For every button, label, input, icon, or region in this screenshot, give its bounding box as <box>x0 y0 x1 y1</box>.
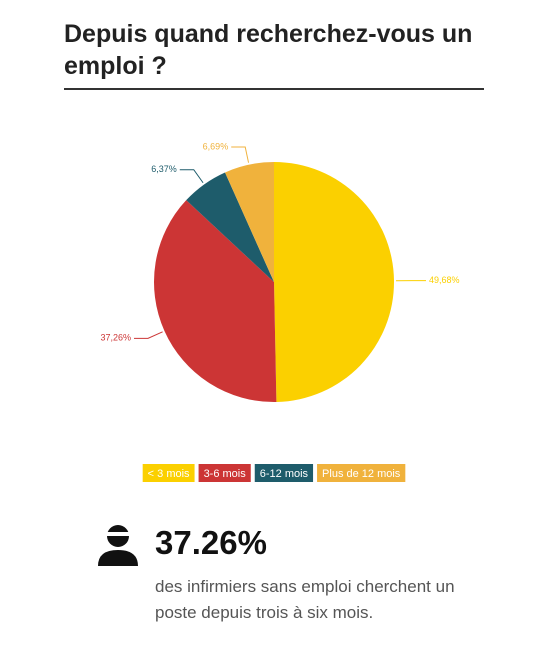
leader-line <box>179 169 204 184</box>
data-label: 37,26% <box>100 333 131 343</box>
data-label: 49,68% <box>429 275 460 285</box>
legend-swatch <box>142 464 195 482</box>
leader-line <box>231 146 250 163</box>
data-label: 6,37% <box>151 164 177 174</box>
chart-title: Depuis quand recherchez-vous un emploi ? <box>64 20 473 80</box>
legend-label: 6-12 mois <box>260 468 309 480</box>
pie-slice <box>225 162 274 282</box>
legend-swatch <box>254 464 314 482</box>
legend-label: < 3 mois <box>148 468 190 480</box>
legend-swatch <box>198 464 251 482</box>
pie-slice <box>274 162 394 402</box>
pie-slice <box>186 172 274 282</box>
leader-line <box>134 331 163 339</box>
person-icon <box>98 525 138 566</box>
legend-label: Plus de 12 mois <box>322 468 401 480</box>
callout-figure: 37.26% <box>155 524 267 561</box>
callout-caption: des infirmiers sans emploi cherchent un … <box>155 577 455 622</box>
data-label: 6,69% <box>203 141 229 151</box>
legend-swatch <box>317 464 406 482</box>
title-rule <box>64 88 484 90</box>
legend-label: 3-6 mois <box>204 468 247 480</box>
pie-slice <box>154 200 277 402</box>
